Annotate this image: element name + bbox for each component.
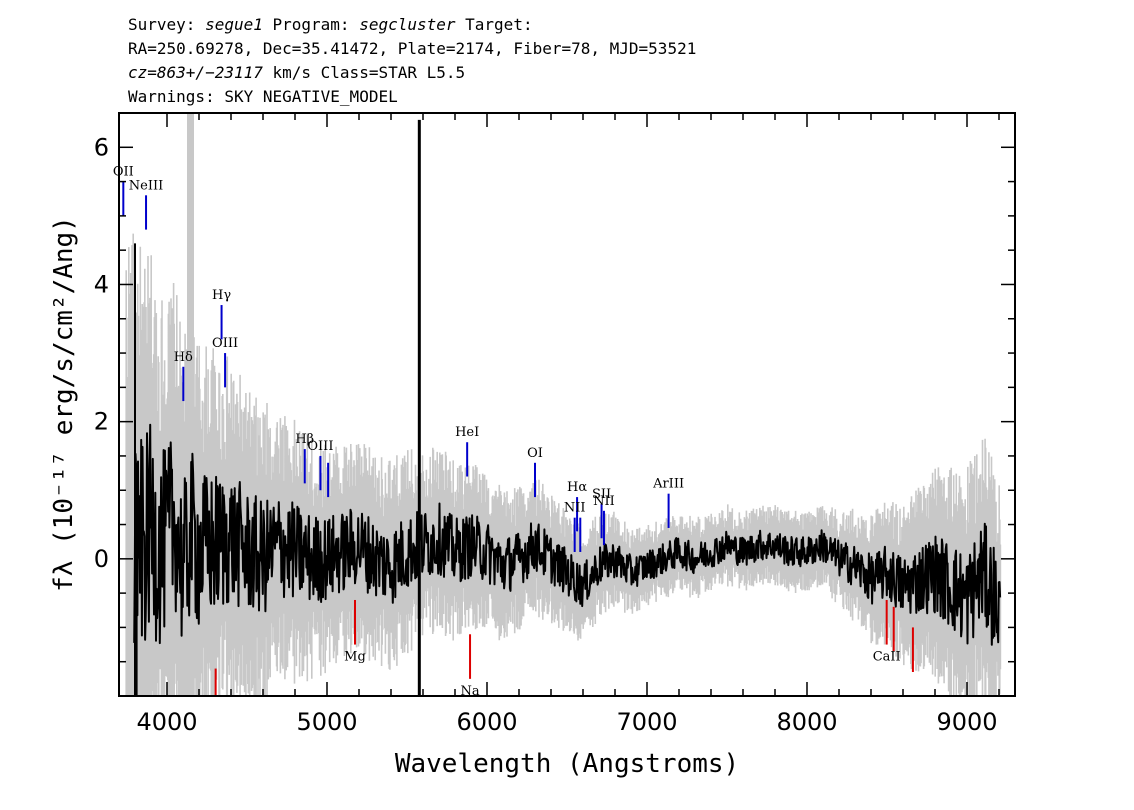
emission-line-label: OIII <box>307 439 333 454</box>
emission-line-label: HeI <box>455 425 479 440</box>
x-tick-label: 6000 <box>456 708 517 736</box>
x-tick-label: 8000 <box>776 708 837 736</box>
grey-spike <box>187 113 194 696</box>
emission-line-label: SII <box>592 487 611 502</box>
emission-line-label: OI <box>527 446 543 461</box>
y-tick-label: 0 <box>94 545 109 573</box>
plot-frame <box>118 112 1016 697</box>
absorption-line-label: CaII <box>873 650 901 665</box>
plot-area <box>122 113 1002 696</box>
axes: 4000 5000 6000 7000 8000 9000 0 2 4 6 <box>94 113 1015 736</box>
y-tick-label: 2 <box>94 408 109 436</box>
emission-line-label: Hγ <box>212 288 231 303</box>
x-axis-title: Wavelength (Angstroms) <box>395 749 739 779</box>
header-line-1: Survey: segue1 Program: segcluster Targe… <box>128 15 533 34</box>
y-tick-label: 4 <box>94 270 109 298</box>
flux-line <box>133 423 1002 646</box>
emission-line-label: NeIII <box>129 178 163 193</box>
emission-line-label: OIII <box>212 336 238 351</box>
header-line-2: RA=250.69278, Dec=35.41472, Plate=2174, … <box>128 39 696 58</box>
y-axis-title: fλ (10⁻¹⁷ erg/s/cm²/Ang) <box>49 216 79 592</box>
emission-line-label: NII <box>593 494 615 509</box>
x-tick-label: 5000 <box>296 708 357 736</box>
header-line-4: Warnings: SKY NEGATIVE_MODEL <box>128 87 398 106</box>
emission-line-label: NII <box>564 501 586 516</box>
x-tick-label: 4000 <box>136 708 197 736</box>
x-tick-label: 7000 <box>616 708 677 736</box>
y-tick-label: 6 <box>94 133 109 161</box>
emission-line-label: Hδ <box>174 350 193 365</box>
emission-line-label: ArIII <box>652 477 684 492</box>
emission-line-label: Hβ <box>295 432 314 447</box>
header-line-3: cz=863+/−23117 km/s Class=STAR L5.5 <box>128 63 465 82</box>
x-tick-label: 9000 <box>936 708 997 736</box>
error-band <box>125 233 1002 696</box>
absorption-line-label: Mg <box>344 650 366 665</box>
emission-line-label: Hα <box>567 480 587 495</box>
